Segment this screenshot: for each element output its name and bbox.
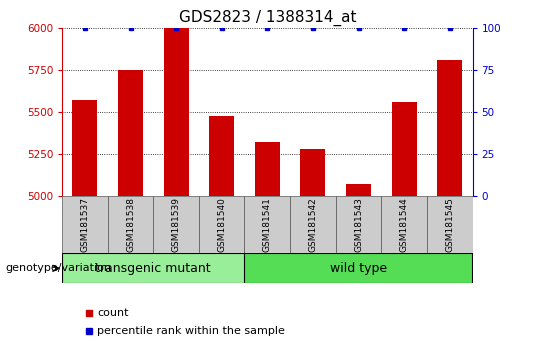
Bar xyxy=(72,100,97,196)
Bar xyxy=(164,28,188,196)
Text: GSM181537: GSM181537 xyxy=(80,197,90,252)
Text: genotype/variation: genotype/variation xyxy=(5,263,111,273)
Bar xyxy=(346,184,371,196)
Bar xyxy=(437,60,462,196)
Bar xyxy=(245,253,472,283)
Bar xyxy=(199,196,245,253)
Title: GDS2823 / 1388314_at: GDS2823 / 1388314_at xyxy=(179,9,356,25)
Text: GSM181538: GSM181538 xyxy=(126,197,135,252)
Bar xyxy=(255,142,280,196)
Text: count: count xyxy=(97,308,129,318)
Bar xyxy=(427,196,472,253)
Text: GSM181541: GSM181541 xyxy=(263,197,272,252)
Text: percentile rank within the sample: percentile rank within the sample xyxy=(97,326,285,336)
Text: GSM181540: GSM181540 xyxy=(217,197,226,252)
Text: wild type: wild type xyxy=(330,262,387,275)
Bar xyxy=(290,196,336,253)
Bar xyxy=(62,253,245,283)
Bar xyxy=(209,116,234,196)
Bar xyxy=(153,196,199,253)
Text: GSM181543: GSM181543 xyxy=(354,197,363,252)
Bar xyxy=(381,196,427,253)
Bar xyxy=(245,196,290,253)
Text: GSM181542: GSM181542 xyxy=(308,198,318,252)
Bar xyxy=(392,102,417,196)
Bar xyxy=(107,196,153,253)
Text: transgenic mutant: transgenic mutant xyxy=(96,262,211,275)
Bar xyxy=(300,149,326,196)
Text: GSM181539: GSM181539 xyxy=(172,197,180,252)
Text: GSM181545: GSM181545 xyxy=(445,197,454,252)
Bar xyxy=(118,70,143,196)
Text: GSM181544: GSM181544 xyxy=(400,198,409,252)
Bar xyxy=(62,196,107,253)
Bar xyxy=(336,196,381,253)
